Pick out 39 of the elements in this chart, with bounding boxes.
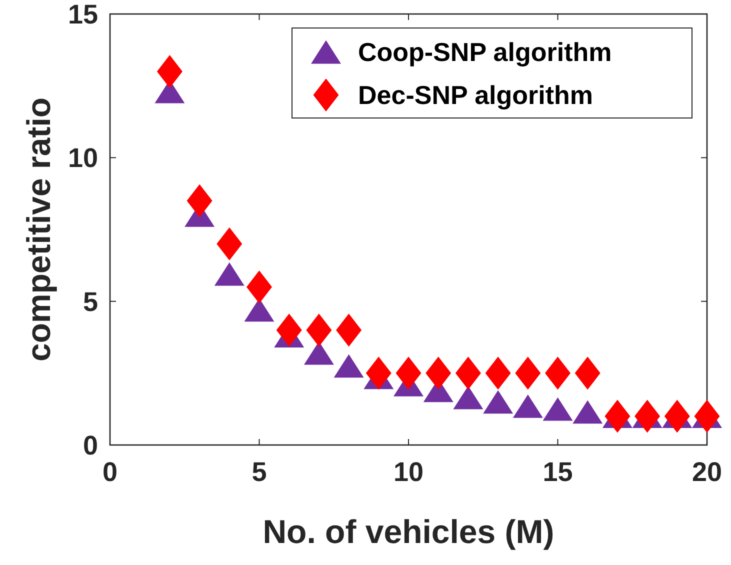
point [246, 270, 272, 304]
point [542, 397, 573, 421]
legend-label: Dec-SNP algorithm [358, 80, 594, 110]
point [214, 262, 244, 286]
legend-label: Coop-SNP algorithm [358, 37, 612, 68]
y-tick-label: 10 [68, 143, 98, 174]
point [453, 386, 484, 410]
x-axis-title: No. of vehicles (M) [262, 513, 554, 550]
point [634, 400, 660, 433]
point [156, 54, 182, 88]
x-tick-label: 20 [692, 457, 722, 487]
y-tick-label: 15 [68, 0, 98, 30]
point [306, 314, 332, 347]
point [216, 227, 242, 260]
x-tick-label: 10 [393, 457, 424, 487]
x-tick-label: 15 [542, 457, 573, 487]
x-tick-label: 0 [102, 457, 118, 487]
x-tick-label: 5 [252, 457, 267, 487]
point [512, 394, 543, 418]
point [694, 400, 720, 433]
point [334, 354, 364, 378]
point [483, 390, 514, 414]
point [572, 400, 603, 424]
point [455, 356, 481, 390]
point [664, 400, 690, 433]
point [545, 356, 570, 390]
point [276, 314, 302, 347]
y-tick-label: 5 [82, 286, 98, 317]
point [186, 184, 212, 218]
y-axis-title: competitive ratio [20, 97, 57, 362]
point [366, 356, 392, 390]
point [485, 356, 511, 390]
point [604, 400, 630, 433]
point [515, 356, 541, 390]
y-tick-label: 0 [82, 430, 98, 460]
point [336, 314, 362, 347]
point [426, 356, 452, 390]
point [396, 356, 422, 390]
point [574, 356, 600, 390]
